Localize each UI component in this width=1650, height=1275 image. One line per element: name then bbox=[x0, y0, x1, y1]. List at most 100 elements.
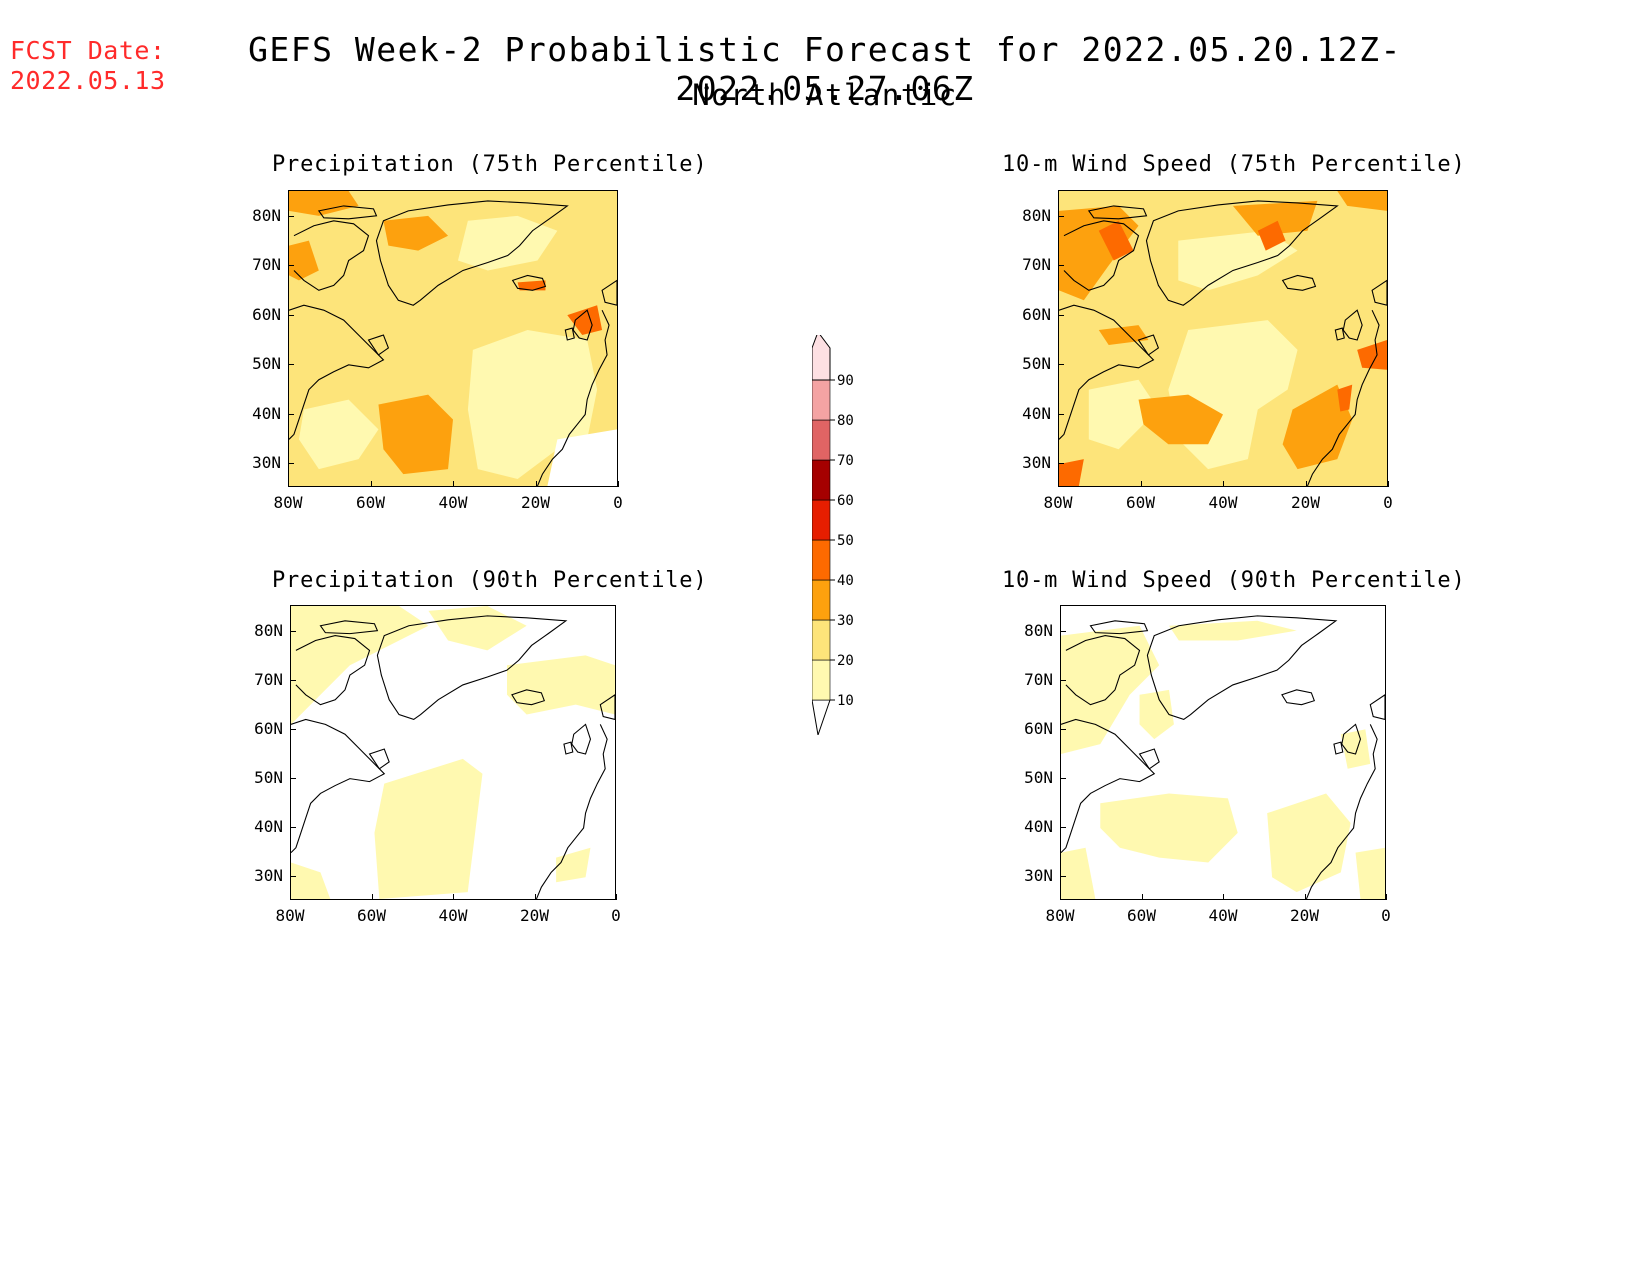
lon-tick-label: 80W bbox=[273, 493, 303, 512]
contour-fill bbox=[1355, 847, 1385, 899]
lat-tick-label: 60N bbox=[252, 304, 281, 324]
coastline bbox=[1146, 615, 1338, 721]
coastline bbox=[295, 635, 371, 706]
map-canvas bbox=[291, 606, 615, 899]
coastline bbox=[319, 620, 379, 635]
lat-tick bbox=[1058, 265, 1064, 267]
coastline bbox=[536, 309, 610, 486]
colorbar-segment bbox=[811, 330, 831, 381]
lat-tick-label: 40N bbox=[1024, 817, 1053, 836]
colorbar-label: 50 bbox=[837, 533, 854, 549]
fcst-date: FCST Date: 2022.05.13 bbox=[10, 36, 166, 96]
contour-fill bbox=[374, 758, 483, 899]
lon-tick bbox=[1140, 481, 1142, 487]
contour-fill bbox=[378, 394, 453, 475]
lat-tick-label: 30N bbox=[1024, 866, 1053, 885]
colorbar-segment bbox=[811, 459, 831, 501]
lon-tick-label: 80W bbox=[275, 906, 305, 925]
map-precip90 bbox=[290, 605, 616, 900]
coastline bbox=[1306, 309, 1380, 486]
lat-tick bbox=[1058, 413, 1064, 415]
lat-tick bbox=[288, 216, 294, 217]
lon-tick bbox=[1223, 481, 1224, 487]
lat-tick-label: 60N bbox=[254, 719, 283, 738]
colorbar-label: 70 bbox=[837, 453, 854, 469]
contour-fill bbox=[517, 280, 546, 291]
contour-fill bbox=[1088, 379, 1159, 450]
contour-fill bbox=[1061, 847, 1096, 899]
lon-tick-label: 20W bbox=[520, 906, 549, 925]
coastline bbox=[1137, 334, 1160, 356]
coastline bbox=[1145, 200, 1339, 306]
lon-tick bbox=[370, 481, 372, 487]
lon-tick bbox=[535, 481, 537, 487]
lat-tick-label: 30N bbox=[254, 866, 283, 885]
fcst-date-label: FCST Date: bbox=[10, 36, 166, 65]
lat-tick-label: 40N bbox=[254, 817, 283, 836]
lon-tick bbox=[1304, 894, 1306, 900]
colorbar-segment bbox=[811, 499, 831, 541]
map-canvas bbox=[289, 191, 617, 486]
contour-fill bbox=[289, 191, 359, 216]
coastline bbox=[563, 741, 574, 755]
lat-tick bbox=[290, 827, 296, 828]
lat-tick bbox=[1060, 876, 1066, 877]
lon-tick bbox=[534, 894, 536, 900]
coastline bbox=[367, 334, 390, 356]
coastline bbox=[1342, 309, 1363, 341]
lat-tick-label: 80N bbox=[1022, 206, 1051, 225]
lat-tick-label: 80N bbox=[254, 621, 283, 640]
contour-fill bbox=[1098, 220, 1134, 261]
lon-tick-label: 60W bbox=[1127, 906, 1156, 925]
colorbar-tail-low bbox=[811, 699, 831, 736]
map-canvas bbox=[1061, 606, 1385, 899]
lat-tick-label: 80N bbox=[1024, 621, 1053, 640]
colorbar-label: 10 bbox=[837, 693, 854, 709]
coastline bbox=[1089, 620, 1149, 635]
region-subtitle: North Atlantic bbox=[692, 78, 958, 112]
panel-title-precip90: Precipitation (90th Percentile) bbox=[272, 568, 708, 593]
lat-tick-label: 70N bbox=[252, 255, 281, 275]
coastline bbox=[1371, 279, 1387, 306]
map-wind90 bbox=[1060, 605, 1386, 900]
lon-tick bbox=[1060, 894, 1061, 900]
coastline bbox=[291, 718, 386, 854]
coastline bbox=[1281, 274, 1317, 291]
contour-fill bbox=[1100, 793, 1238, 863]
lat-tick bbox=[288, 413, 294, 415]
contour-fill bbox=[289, 240, 319, 281]
lon-tick bbox=[616, 894, 617, 900]
lon-tick bbox=[1223, 894, 1224, 900]
contour-fill bbox=[1267, 793, 1351, 893]
contour-fill bbox=[507, 655, 615, 715]
lat-tick-label: 50N bbox=[252, 354, 281, 374]
lat-tick-label: 80N bbox=[252, 206, 281, 225]
lon-tick bbox=[453, 894, 454, 900]
lat-tick-label: 70N bbox=[254, 670, 283, 689]
contour-fill bbox=[383, 215, 449, 251]
colorbar-label: 90 bbox=[837, 373, 854, 389]
lat-tick bbox=[290, 631, 296, 632]
coastline bbox=[511, 689, 546, 706]
coastline bbox=[317, 205, 378, 220]
coastline bbox=[1138, 748, 1160, 770]
lat-tick-label: 50N bbox=[254, 768, 283, 787]
lat-tick bbox=[1060, 680, 1066, 681]
panel-title-wind90: 10-m Wind Speed (90th Percentile) bbox=[1002, 568, 1466, 593]
lat-tick bbox=[1060, 729, 1066, 730]
lat-tick bbox=[288, 364, 294, 366]
contour-fill bbox=[1169, 620, 1297, 641]
contour-fill bbox=[1357, 339, 1387, 370]
lon-tick-label: 40W bbox=[438, 493, 468, 512]
lon-tick-label: 0 bbox=[611, 906, 621, 925]
lat-tick-label: 30N bbox=[252, 453, 281, 472]
contour-fill bbox=[291, 606, 429, 725]
colorbar-label: 20 bbox=[837, 653, 854, 669]
contour-fill bbox=[291, 862, 331, 899]
coastline bbox=[601, 279, 617, 306]
lon-tick-label: 0 bbox=[613, 493, 623, 512]
lat-tick bbox=[1060, 631, 1066, 632]
lat-tick bbox=[290, 680, 296, 681]
lon-tick-label: 0 bbox=[1383, 493, 1393, 512]
contour-fill bbox=[1098, 325, 1149, 345]
